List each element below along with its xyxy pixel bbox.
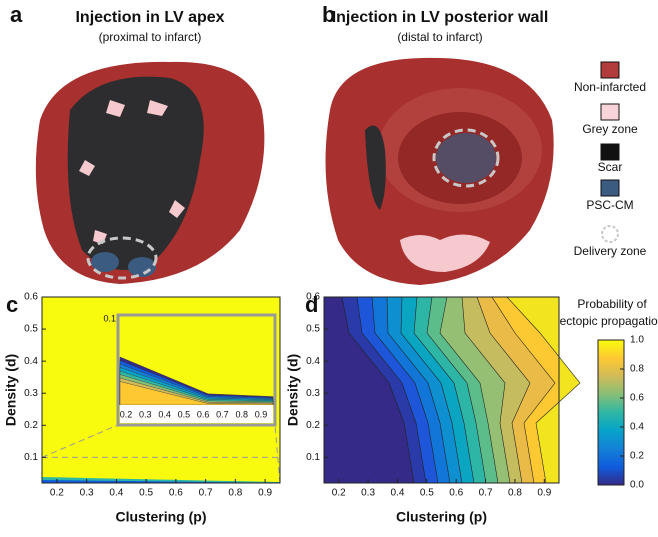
colorbar-tick-label: 0.2 — [630, 451, 644, 462]
panel-title: Injection in LV apex — [75, 9, 224, 26]
legend-swatch — [601, 225, 619, 243]
plot-frame — [41, 296, 281, 484]
panel-label: c — [6, 292, 18, 317]
legend-swatch — [600, 179, 620, 197]
legend-label: Non-infarcted — [574, 80, 646, 94]
heart-render-a — [35, 61, 265, 284]
panel-title: Injection in LV posterior wall — [332, 9, 549, 26]
y-tick-label: 0.2 — [24, 420, 38, 431]
legend-label: Grey zone — [582, 122, 638, 136]
y-tick-label: 0.1 — [306, 452, 320, 463]
x-tick-label: 0.2 — [50, 488, 64, 499]
y-tick-label: 0.6 — [306, 292, 320, 303]
plot-frame — [323, 296, 560, 484]
legend-swatch — [600, 61, 620, 79]
legend-label: Delivery zone — [574, 244, 647, 258]
y-axis-label: Density (d) — [285, 354, 301, 426]
y-tick-label: 0.3 — [24, 388, 38, 399]
y-axis-label: Density (d) — [3, 354, 19, 426]
x-axis-label: Clustering (p) — [396, 509, 487, 525]
y-tick-label: 0.3 — [306, 388, 320, 399]
inset-tick-label: 0.4 — [158, 409, 171, 419]
x-tick-label: 0.6 — [169, 488, 183, 499]
panel-subtitle: (proximal to infarct) — [99, 30, 202, 44]
colorbar-tick-label: 0.6 — [630, 393, 644, 404]
x-tick-label: 0.2 — [332, 488, 346, 499]
inset-tick-label: 0.6 — [197, 409, 210, 419]
x-tick-label: 0.9 — [258, 488, 272, 499]
inset-tick-label: 0.9 — [255, 409, 268, 419]
x-tick-label: 0.3 — [361, 488, 375, 499]
colorbar-tick-label: 1.0 — [630, 335, 644, 346]
panel-label: d — [305, 292, 318, 317]
colorbar-tick-label: 0.4 — [630, 422, 644, 433]
x-tick-label: 0.8 — [228, 488, 242, 499]
panel-label: a — [10, 2, 23, 27]
y-tick-label: 0.2 — [306, 420, 320, 431]
colorbar-title: Probability of — [577, 297, 647, 311]
x-axis-label: Clustering (p) — [116, 509, 207, 525]
x-tick-label: 0.7 — [199, 488, 213, 499]
colorbar-title: ectopic propagation — [560, 314, 658, 328]
y-tick-label: 0.5 — [306, 324, 320, 335]
y-tick-label: 0.6 — [24, 292, 38, 303]
panel-subtitle: (distal to infarct) — [397, 30, 482, 44]
inset-tick-label: 0.7 — [216, 409, 229, 419]
y-tick-label: 0.5 — [24, 324, 38, 335]
panel-label: b — [322, 2, 335, 27]
x-tick-label: 0.5 — [420, 488, 434, 499]
legend-label: PSC-CM — [586, 198, 633, 212]
x-tick-label: 0.9 — [537, 488, 551, 499]
y-tick-label: 0.1 — [24, 452, 38, 463]
legend-label: Scar — [598, 160, 623, 174]
inset-tick-label: 0.2 — [120, 409, 133, 419]
legend-swatch — [600, 143, 620, 161]
inset-tick-label: 0.8 — [235, 409, 248, 419]
zoom-line — [41, 424, 119, 458]
y-tick-label: 0.4 — [306, 356, 320, 367]
colorbar — [597, 339, 625, 486]
heart-render-b — [325, 57, 554, 286]
legend-swatch — [600, 103, 620, 121]
colorbar-tick-label: 0.0 — [630, 480, 644, 491]
x-tick-label: 0.4 — [390, 488, 404, 499]
x-tick-label: 0.3 — [80, 488, 94, 499]
x-tick-label: 0.5 — [139, 488, 153, 499]
x-tick-label: 0.6 — [449, 488, 463, 499]
y-tick-label: 0.4 — [24, 356, 38, 367]
inset-axis — [120, 405, 273, 423]
inset-tick-label: 0.3 — [139, 409, 152, 419]
x-tick-label: 0.8 — [508, 488, 522, 499]
contour-fill — [42, 480, 280, 483]
colorbar-tick-label: 0.8 — [630, 364, 644, 375]
x-tick-label: 0.7 — [479, 488, 493, 499]
inset-tick-label: 0.5 — [178, 409, 191, 419]
inset-tick-label: 0.1 — [103, 313, 116, 323]
x-tick-label: 0.4 — [109, 488, 123, 499]
